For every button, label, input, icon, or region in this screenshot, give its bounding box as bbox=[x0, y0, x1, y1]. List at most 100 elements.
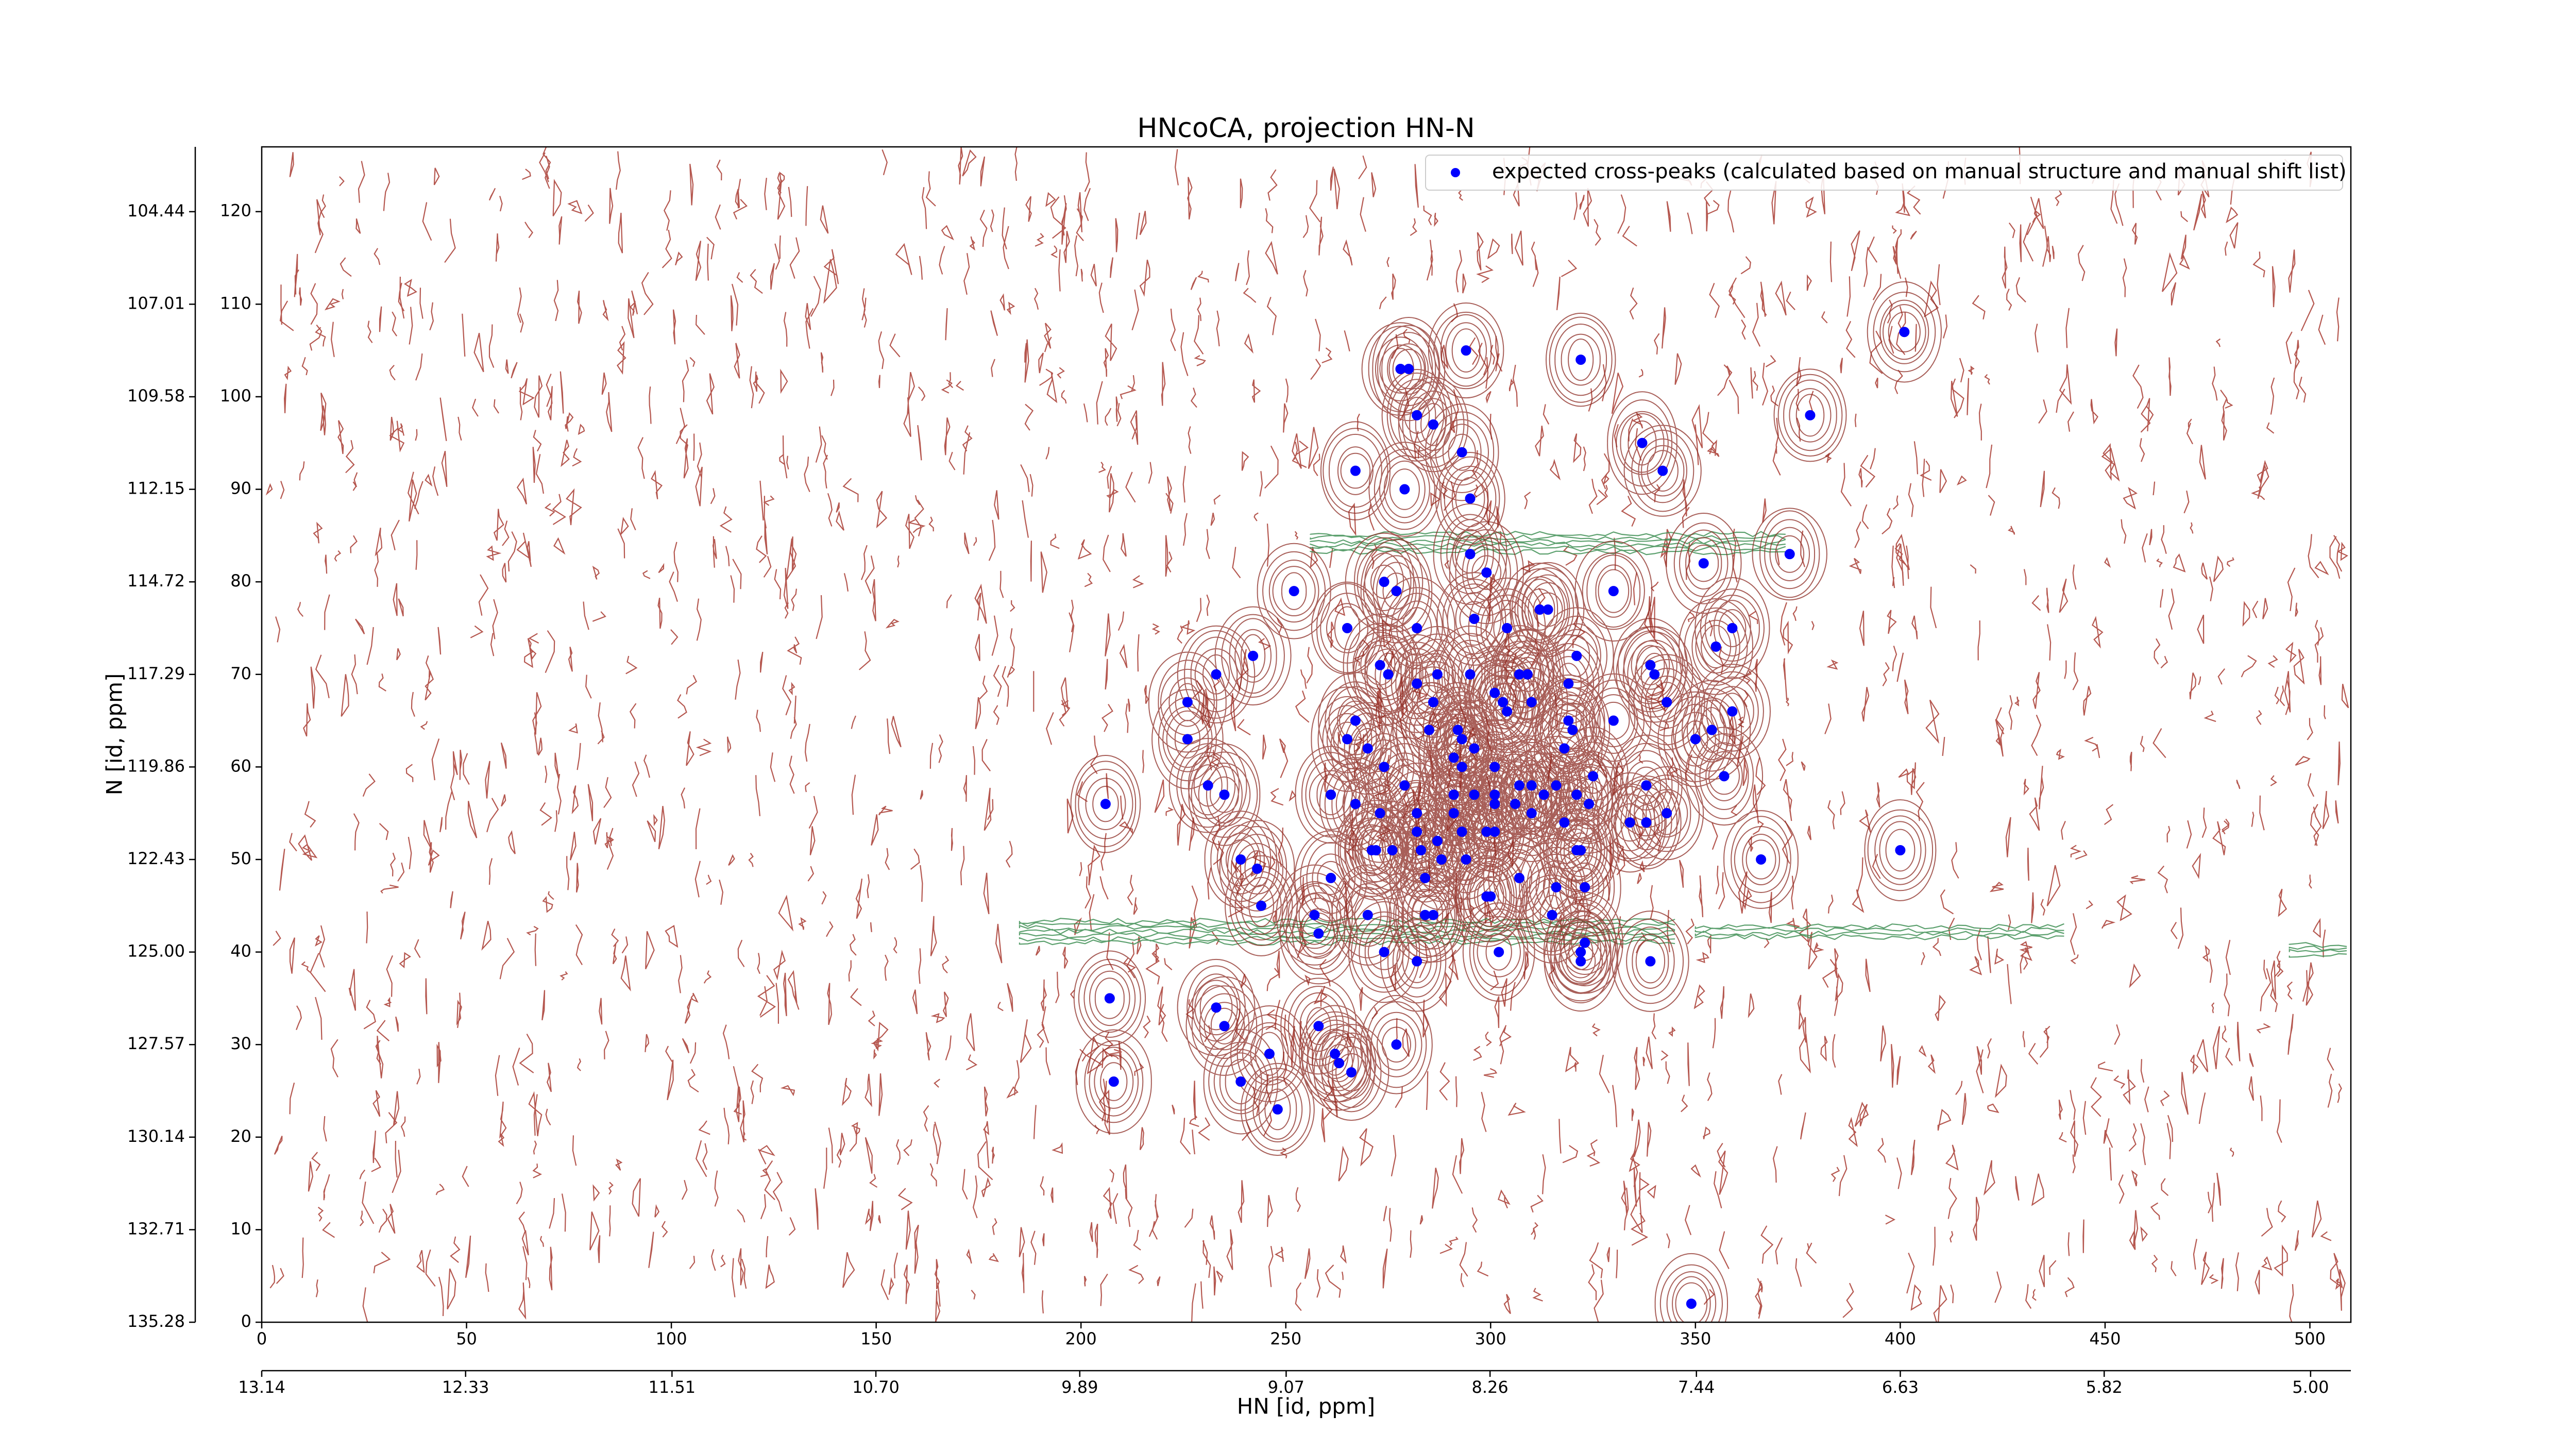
cross-peak bbox=[1469, 743, 1480, 754]
cross-peak bbox=[1641, 780, 1652, 791]
y2-tick-label: 135.28 bbox=[127, 1311, 185, 1331]
cross-peak bbox=[1412, 622, 1422, 633]
x2-tick-label: 5.00 bbox=[2292, 1377, 2329, 1397]
cross-peak bbox=[1432, 836, 1443, 847]
cross-peak bbox=[1637, 437, 1648, 448]
cross-peak bbox=[1219, 789, 1230, 800]
y-tick-label: 0 bbox=[241, 1311, 251, 1331]
cross-peak bbox=[1456, 827, 1467, 837]
cross-peak bbox=[1428, 697, 1438, 707]
cross-peak bbox=[1182, 697, 1193, 707]
y2-tick-label: 114.72 bbox=[127, 571, 185, 591]
x-tick-label: 450 bbox=[2089, 1329, 2121, 1349]
cross-peak bbox=[1489, 762, 1500, 772]
cross-peak bbox=[1235, 1076, 1246, 1087]
cross-peak bbox=[1309, 909, 1320, 920]
cross-peak bbox=[1379, 577, 1389, 587]
cross-peak bbox=[1182, 734, 1193, 745]
x-tick-label: 300 bbox=[1475, 1329, 1506, 1349]
cross-peak bbox=[1330, 1049, 1341, 1059]
y-tick-label: 30 bbox=[230, 1034, 251, 1053]
cross-peak bbox=[1436, 854, 1447, 865]
cross-peak bbox=[1719, 771, 1730, 782]
cross-peak bbox=[1350, 799, 1361, 810]
contours bbox=[265, 147, 2349, 1322]
cross-peak bbox=[1624, 817, 1635, 828]
cross-peak bbox=[1559, 817, 1570, 828]
cross-peak bbox=[1342, 622, 1353, 633]
cross-peak bbox=[1313, 1021, 1324, 1032]
cross-peak bbox=[1645, 956, 1656, 967]
cross-peak bbox=[1547, 909, 1557, 920]
cross-peak bbox=[1608, 586, 1619, 597]
cross-peak bbox=[1456, 762, 1467, 772]
cross-peak bbox=[1428, 419, 1438, 430]
cross-peak bbox=[1346, 1067, 1357, 1078]
cross-peak bbox=[1514, 780, 1524, 791]
cross-peak bbox=[1412, 956, 1422, 967]
cross-peak bbox=[1202, 780, 1213, 791]
y2-tick-label: 130.14 bbox=[127, 1126, 185, 1146]
cross-peak bbox=[1727, 622, 1738, 633]
x2-tick-label: 11.51 bbox=[649, 1377, 696, 1397]
cross-peak bbox=[1211, 1002, 1222, 1013]
cross-peak bbox=[1256, 900, 1267, 911]
cross-peak bbox=[1494, 947, 1504, 957]
cross-peak bbox=[1383, 669, 1394, 680]
cross-peak bbox=[1448, 789, 1459, 800]
x-tick-label: 50 bbox=[456, 1329, 477, 1349]
cross-peak bbox=[1641, 817, 1652, 828]
cross-peak bbox=[1469, 613, 1480, 624]
cross-peak bbox=[1895, 845, 1906, 856]
cross-peak bbox=[1342, 734, 1353, 745]
cross-peak bbox=[1756, 854, 1767, 865]
x-tick-label: 200 bbox=[1065, 1329, 1097, 1349]
cross-peak bbox=[1456, 734, 1467, 745]
cross-peak bbox=[1379, 762, 1389, 772]
cross-peak bbox=[1264, 1049, 1275, 1059]
cross-peak bbox=[1784, 549, 1795, 560]
cross-peak bbox=[1452, 724, 1463, 735]
cross-peak bbox=[1469, 789, 1480, 800]
cross-peak bbox=[1465, 493, 1476, 504]
cross-peak bbox=[1608, 715, 1619, 726]
green-contours bbox=[1019, 531, 2347, 958]
legend-marker bbox=[1451, 168, 1460, 177]
cross-peak bbox=[1645, 660, 1656, 670]
cross-peak bbox=[1571, 789, 1582, 800]
cross-peak bbox=[1448, 808, 1459, 819]
cross-peak bbox=[1428, 909, 1438, 920]
y2-tick-label: 104.44 bbox=[127, 201, 185, 221]
cross-peak bbox=[1461, 345, 1471, 356]
cross-peak bbox=[1514, 872, 1524, 883]
cross-peak bbox=[1526, 780, 1537, 791]
y-tick-label: 20 bbox=[230, 1126, 251, 1146]
cross-peak bbox=[1805, 410, 1816, 420]
cross-peak bbox=[1456, 447, 1467, 458]
cross-peak bbox=[1481, 891, 1492, 902]
cross-peak bbox=[1563, 678, 1574, 689]
y-tick-label: 120 bbox=[220, 201, 251, 221]
cross-peak bbox=[1461, 854, 1471, 865]
cross-peak bbox=[1326, 789, 1336, 800]
cross-peak bbox=[1899, 327, 1910, 338]
cross-peak bbox=[1399, 780, 1410, 791]
y2-tick-label: 127.57 bbox=[127, 1034, 185, 1053]
cross-peak bbox=[1526, 808, 1537, 819]
cross-peak bbox=[1326, 872, 1336, 883]
cross-peak bbox=[1588, 771, 1599, 782]
cross-peak bbox=[1370, 845, 1381, 856]
cross-peak bbox=[1690, 734, 1701, 745]
y-tick-label: 70 bbox=[230, 664, 251, 683]
cross-peak bbox=[1432, 669, 1443, 680]
cross-peak bbox=[1399, 484, 1410, 495]
x-tick-label: 400 bbox=[1885, 1329, 1916, 1349]
y-tick-label: 90 bbox=[230, 479, 251, 498]
plot-frame bbox=[261, 146, 2352, 1323]
cross-peak bbox=[1510, 799, 1520, 810]
cross-peak bbox=[1710, 641, 1721, 652]
cross-peak bbox=[1522, 669, 1533, 680]
cross-peak bbox=[1108, 1076, 1119, 1087]
x-tick-label: 350 bbox=[1680, 1329, 1711, 1349]
cross-peak bbox=[1543, 604, 1553, 615]
